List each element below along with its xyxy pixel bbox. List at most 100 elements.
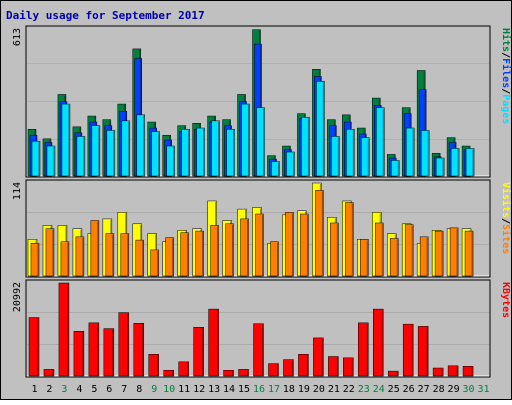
- x-tick-day-11: 11: [178, 384, 190, 395]
- svg-text:Hits/Files/Pages: Hits/Files/Pages: [500, 28, 512, 124]
- bar-kbytes-day-17: [268, 363, 279, 377]
- bar-sites-day-28: [434, 230, 444, 277]
- x-tick-day-20: 20: [313, 384, 325, 395]
- bar-pages-day-7: [121, 120, 131, 177]
- x-tick-day-3: 3: [61, 384, 67, 395]
- bar-sites-day-26: [404, 224, 414, 277]
- bar-kbytes-day-2: [43, 369, 55, 377]
- bar-kbytes-day-19: [298, 354, 309, 377]
- bar-sites-day-5: [90, 220, 100, 277]
- x-tick-day-25: 25: [388, 384, 400, 395]
- bar-pages-day-1: [31, 140, 41, 177]
- x-axis-day-labels: 1 2 3 4 5 6 7 8 9 10 11 12 13 14 15 16 17 18 19 20 21 22 23 24 2…: [31, 384, 489, 395]
- x-tick-day-30: 30: [463, 384, 475, 395]
- bar-sites-day-27: [419, 236, 429, 277]
- legend-hits: Hits: [500, 28, 512, 52]
- bar-sites-day-3: [60, 241, 70, 277]
- x-tick-day-28: 28: [433, 384, 445, 395]
- bar-pages-day-19: [301, 116, 310, 177]
- x-tick-day-18: 18: [283, 384, 295, 395]
- bar-sites-day-23: [360, 239, 369, 277]
- bar-pages-day-20: [316, 81, 325, 177]
- bar-kbytes-day-5: [88, 322, 100, 377]
- bar-pages-day-26: [405, 127, 415, 177]
- x-tick-day-13: 13: [208, 384, 220, 395]
- panel-legend: Hits/Files/Pages: [500, 28, 512, 124]
- bar-sites-day-12: [195, 230, 204, 277]
- x-tick-day-15: 15: [238, 384, 250, 395]
- bar-kbytes-day-12: [193, 327, 204, 377]
- x-tick-day-10: 10: [163, 384, 175, 395]
- x-tick-day-7: 7: [121, 384, 127, 395]
- bar-kbytes-day-4: [73, 331, 85, 377]
- bar-pages-day-23: [361, 137, 370, 177]
- bar-sites-day-14: [225, 223, 234, 277]
- bar-pages-day-21: [331, 136, 340, 177]
- bar-pages-day-14: [226, 128, 235, 177]
- bar-pages-day-27: [420, 130, 430, 177]
- bar-sites-day-11: [180, 232, 189, 277]
- x-tick-day-19: 19: [298, 384, 310, 395]
- bar-sites-day-8: [135, 239, 145, 277]
- x-tick-day-14: 14: [223, 384, 235, 395]
- x-tick-day-21: 21: [328, 384, 340, 395]
- x-tick-day-22: 22: [343, 384, 355, 395]
- x-tick-day-5: 5: [91, 384, 97, 395]
- bar-pages-day-6: [106, 130, 116, 177]
- bar-sites-day-17: [270, 241, 279, 277]
- chart-panels: 613 Hits/Files/Pages 114 Visits/Sites 20992 K…: [12, 25, 512, 378]
- bar-kbytes-day-27: [417, 326, 429, 377]
- bar-pages-day-10: [166, 145, 175, 177]
- panel-hits-files-pages: 613 Hits/Files/Pages: [12, 25, 512, 178]
- bar-pages-day-25: [390, 160, 400, 177]
- bar-pages-day-22: [346, 128, 355, 177]
- bar-pages-day-15: [241, 103, 250, 177]
- x-tick-day-2: 2: [46, 384, 52, 395]
- bar-sites-day-22: [345, 202, 354, 277]
- x-tick-day-6: 6: [106, 384, 112, 395]
- y-axis-max-label: 20992: [12, 282, 23, 312]
- bar-pages-day-16: [256, 107, 265, 177]
- bar-kbytes-day-1: [28, 317, 40, 377]
- bar-kbytes-day-8: [133, 323, 145, 377]
- svg-text:Visits/Sites: Visits/Sites: [500, 182, 512, 254]
- bar-pages-day-29: [450, 148, 460, 177]
- y-axis-max-label: 114: [12, 182, 23, 200]
- bar-pages-day-9: [151, 131, 160, 177]
- x-tick-day-29: 29: [448, 384, 460, 395]
- bar-kbytes-day-24: [373, 308, 384, 377]
- bar-pages-day-8: [136, 114, 146, 177]
- bar-kbytes-day-3: [58, 282, 70, 377]
- bar-sites-day-4: [75, 236, 85, 277]
- bar-kbytes-day-10: [163, 369, 174, 377]
- legend-kbytes: KBytes: [500, 282, 511, 318]
- panel-kbytes: 20992 KBytes: [12, 279, 511, 378]
- legend-pages: Pages: [500, 94, 511, 124]
- bar-kbytes-day-16: [253, 323, 264, 377]
- bar-sites-day-24: [375, 222, 384, 277]
- bar-sites-day-7: [120, 233, 130, 277]
- legend-sites: Sites: [500, 224, 512, 254]
- panel-legend: KBytes: [500, 282, 511, 318]
- bar-kbytes-day-15: [238, 369, 249, 377]
- bar-kbytes-day-7: [118, 312, 130, 377]
- x-tick-day-24: 24: [373, 384, 385, 395]
- x-tick-day-31: 31: [477, 384, 489, 395]
- bar-sites-day-2: [45, 228, 55, 277]
- x-tick-day-23: 23: [358, 384, 370, 395]
- bar-sites-day-9: [150, 249, 159, 277]
- bar-sites-day-10: [165, 237, 174, 277]
- x-tick-day-12: 12: [193, 384, 205, 395]
- bar-pages-day-5: [91, 125, 101, 177]
- x-tick-day-17: 17: [268, 384, 280, 395]
- chart-title: Daily usage for September 2017: [6, 9, 205, 22]
- bar-kbytes-day-11: [178, 361, 189, 377]
- bar-pages-day-18: [286, 151, 295, 177]
- legend-files: Files: [500, 58, 512, 88]
- bar-sites-day-29: [449, 227, 459, 277]
- bar-pages-day-17: [271, 161, 280, 177]
- x-tick-day-9: 9: [151, 384, 157, 395]
- bar-sites-day-6: [105, 233, 115, 277]
